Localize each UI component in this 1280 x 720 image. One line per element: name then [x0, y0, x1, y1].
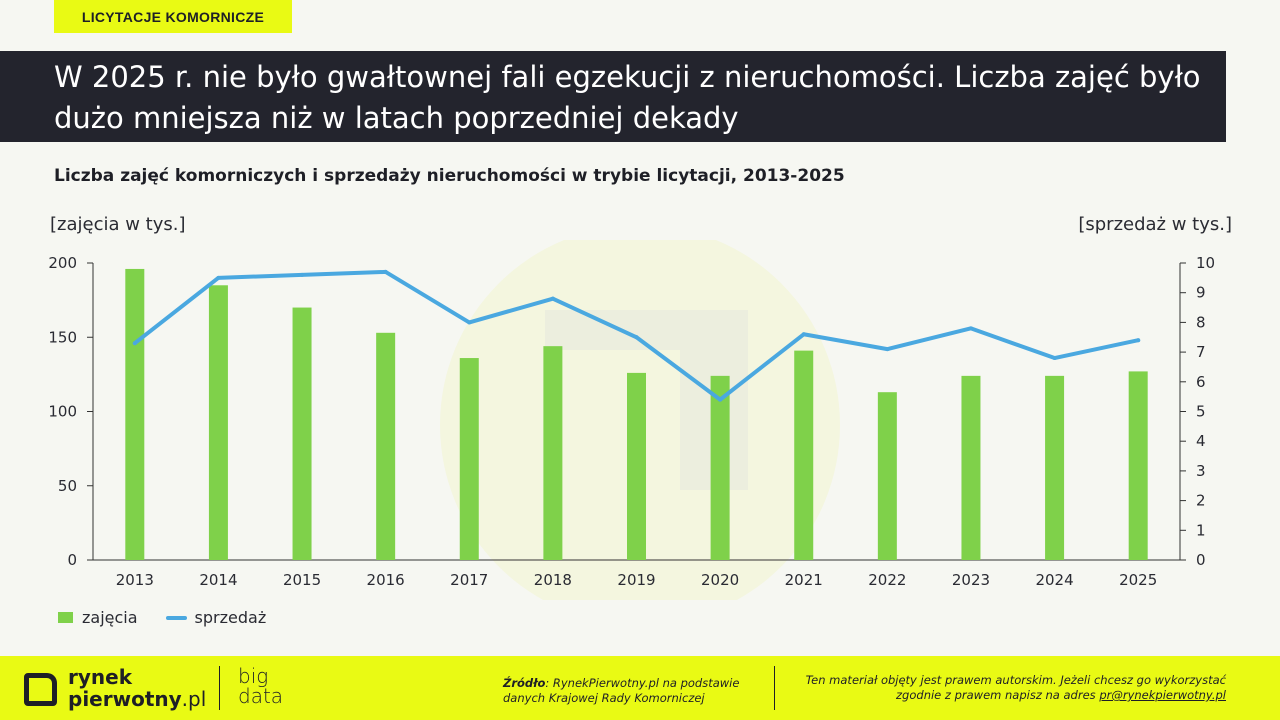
right-tick-label: 7: [1196, 343, 1206, 361]
right-tick-label: 4: [1196, 432, 1206, 450]
logo-line1: rynek: [68, 665, 133, 689]
bar-zajecia: [877, 392, 897, 560]
logo-line2: pierwotny.pl: [68, 687, 207, 711]
bigdata-label: big data: [238, 664, 284, 708]
bar-zajecia: [543, 346, 563, 560]
left-tick-label: 150: [48, 328, 77, 346]
logo[interactable]: rynek pierwotny.pl: [68, 666, 206, 710]
right-tick-label: 10: [1196, 254, 1215, 272]
left-tick-label: 100: [48, 403, 77, 421]
footer-divider: [219, 666, 220, 710]
point-sprzedaz: [885, 347, 890, 352]
point-sprzedaz: [718, 397, 723, 402]
point-sprzedaz: [383, 269, 388, 274]
x-tick-label: 2022: [868, 571, 906, 589]
x-tick-label: 2016: [367, 571, 405, 589]
bar-zajecia: [459, 358, 479, 560]
point-sprzedaz: [634, 335, 639, 340]
bar-zajecia: [1128, 371, 1148, 560]
x-tick-label: 2015: [283, 571, 321, 589]
x-tick-label: 2014: [199, 571, 237, 589]
legend-swatch-sprzedaz: [165, 615, 187, 620]
source-note: Źródło: RynekPierwotny.pl na podstawie d…: [503, 676, 740, 705]
headline: W 2025 r. nie było gwałtownej fali egzek…: [0, 51, 1226, 142]
right-tick-label: 0: [1196, 551, 1206, 569]
left-tick-label: 50: [58, 477, 77, 495]
right-tick-label: 5: [1196, 403, 1206, 421]
point-sprzedaz: [132, 341, 137, 346]
footer-divider: [774, 666, 775, 710]
legend-label-zajecia: zajęcia: [82, 608, 138, 627]
x-tick-label: 2013: [116, 571, 154, 589]
left-tick-label: 200: [48, 254, 77, 272]
x-tick-label: 2020: [701, 571, 739, 589]
x-tick-label: 2018: [534, 571, 572, 589]
right-tick-label: 2: [1196, 492, 1206, 510]
left-axis-title: [zajęcia w tys.]: [50, 214, 186, 235]
x-tick-label: 2021: [785, 571, 823, 589]
bar-zajecia: [208, 285, 228, 560]
category-tag: LICYTACJE KOMORNICZE: [54, 0, 292, 33]
right-tick-label: 6: [1196, 373, 1206, 391]
bar-zajecia: [961, 375, 981, 560]
x-tick-label: 2025: [1119, 571, 1157, 589]
bar-zajecia: [710, 375, 730, 560]
legend: zajęcia sprzedaż: [58, 608, 266, 627]
point-sprzedaz: [467, 320, 472, 325]
contact-email-link[interactable]: pr@rynekpierwotny.pl: [1099, 688, 1226, 702]
copyright-note: Ten materiał objęty jest prawem autorski…: [805, 673, 1226, 702]
x-tick-label: 2017: [450, 571, 488, 589]
point-sprzedaz: [1052, 356, 1057, 361]
x-tick-label: 2024: [1035, 571, 1073, 589]
right-tick-label: 9: [1196, 284, 1206, 302]
bar-zajecia: [376, 332, 396, 560]
right-tick-label: 3: [1196, 462, 1206, 480]
right-tick-label: 1: [1196, 521, 1206, 539]
point-sprzedaz: [550, 296, 555, 301]
x-tick-label: 2019: [617, 571, 655, 589]
bar-zajecia: [125, 268, 145, 560]
bar-zajecia: [627, 372, 646, 560]
x-tick-label: 2023: [952, 571, 990, 589]
logo-icon: [24, 673, 57, 706]
bar-zajecia: [1045, 375, 1065, 560]
point-sprzedaz: [300, 272, 305, 277]
point-sprzedaz: [216, 275, 221, 280]
point-sprzedaz: [968, 326, 973, 331]
chart-title: Liczba zajęć komorniczych i sprzedaży ni…: [54, 166, 845, 186]
legend-label-sprzedaz: sprzedaż: [194, 608, 267, 627]
bar-zajecia: [292, 307, 312, 560]
right-axis-title: [sprzedaż w tys.]: [1078, 214, 1232, 235]
right-tick-label: 8: [1196, 313, 1206, 331]
legend-swatch-zajecia: [58, 612, 73, 623]
watermark-logo-icon: [545, 310, 748, 490]
point-sprzedaz: [801, 332, 806, 337]
bar-zajecia: [794, 350, 814, 560]
footer: rynek pierwotny.pl big data Źródło: Ryne…: [0, 656, 1280, 720]
chart: 0 50 100 150 200 0 1 2 3 4 5 6 7 8 9 10 2013 2014 2015 2016…: [48, 240, 1215, 600]
left-tick-label: 0: [67, 551, 77, 569]
point-sprzedaz: [1136, 338, 1141, 343]
